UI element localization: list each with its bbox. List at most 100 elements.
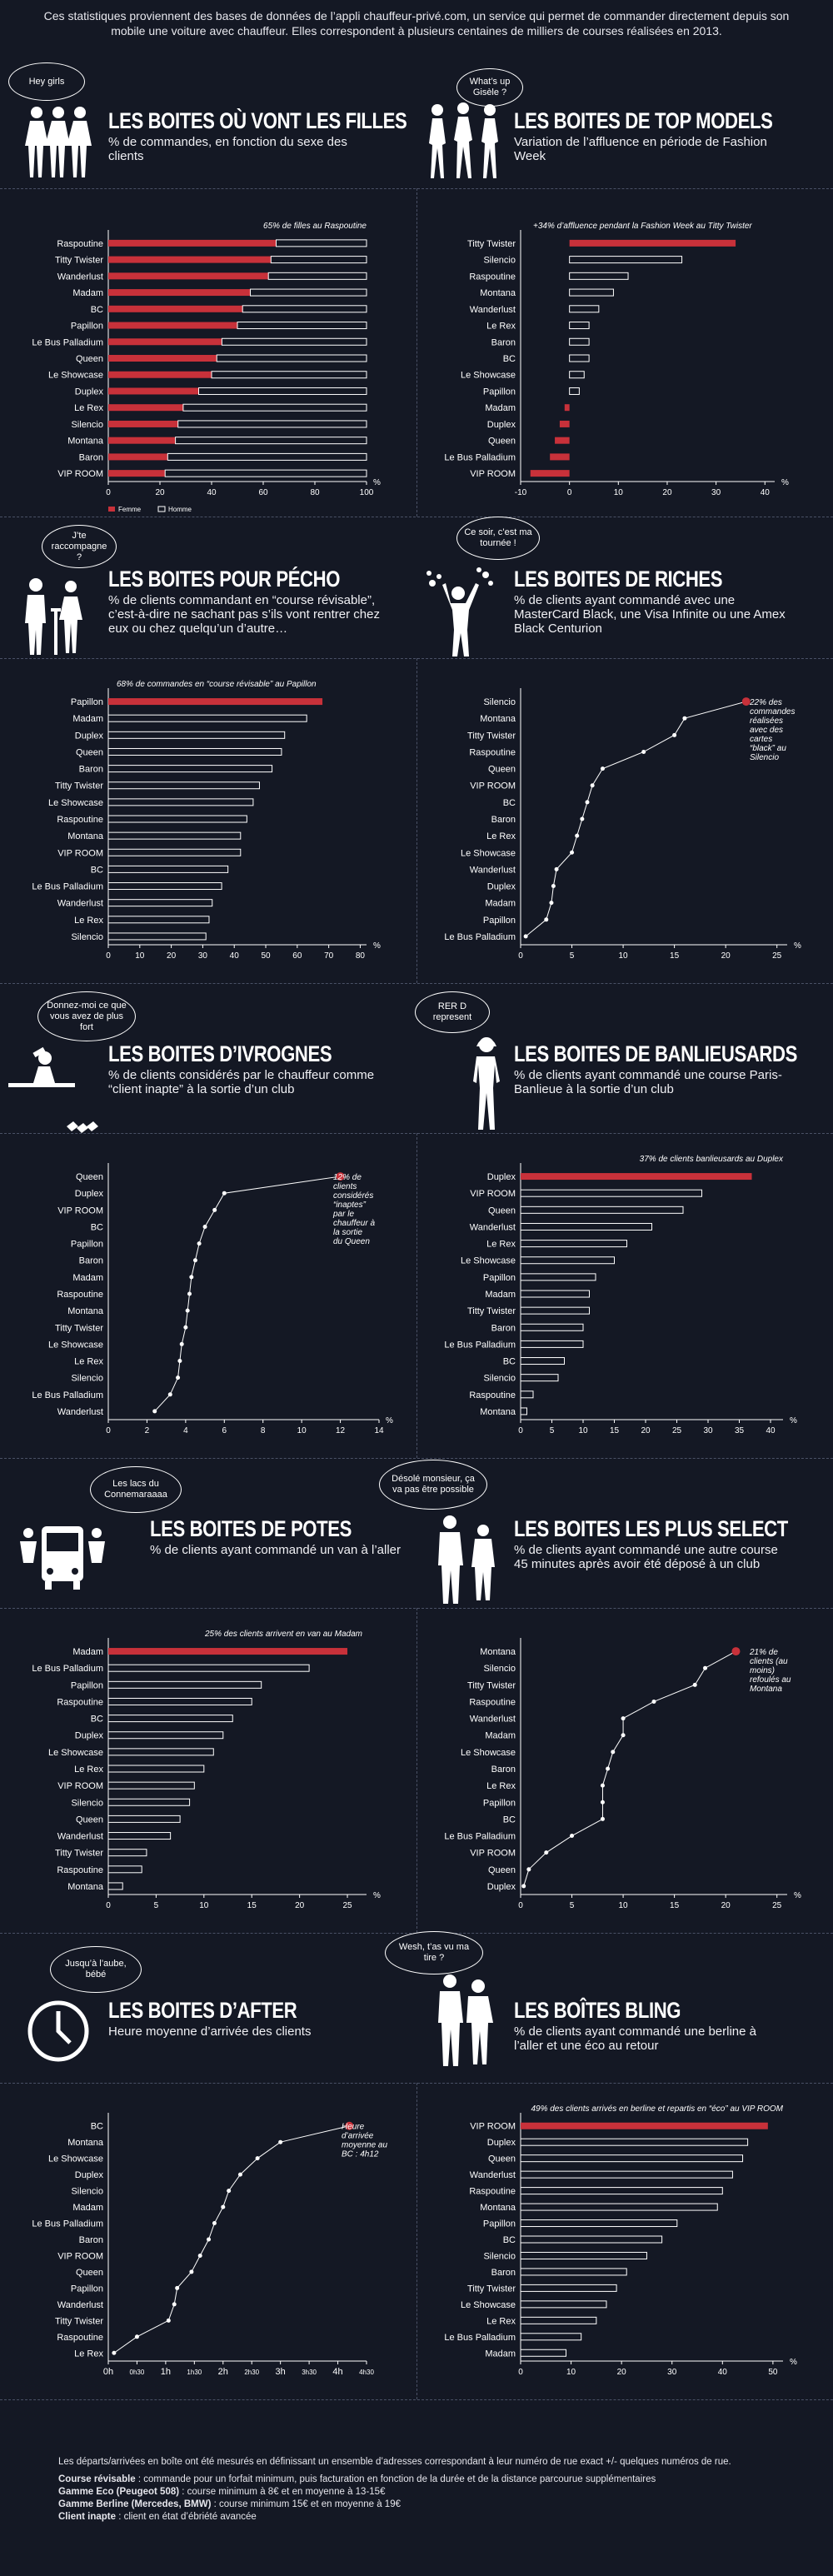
- bar-homme: [221, 337, 367, 346]
- category-label: Madam: [72, 714, 103, 724]
- bar: [520, 1222, 652, 1231]
- bar: [520, 2138, 749, 2146]
- category-label: Le Rex: [486, 831, 516, 841]
- bar-homme: [270, 256, 367, 264]
- category-label: Montana: [480, 1407, 516, 1417]
- chart-banlieusards: 0 5 10 15 20 25 30 35 40% Duplex VIP ROOM Queen Wand…: [444, 1155, 797, 1435]
- legend-label-femme: Femme: [118, 506, 142, 513]
- bar: [520, 2251, 647, 2259]
- bar: [108, 698, 323, 706]
- category-label: Queen: [488, 437, 516, 447]
- chart-riches: 0 5 10 15 20 25% Silencio Montana Titty Twister R…: [444, 688, 801, 961]
- chart-potes: 0 5 10 15 20 25% Madam Le Bus Palladium Papillon…: [32, 1630, 381, 1910]
- legend-label-homme: Homme: [168, 506, 192, 513]
- bar: [107, 1798, 191, 1806]
- category-label: Le Bus Palladium: [444, 452, 516, 462]
- x-tick-label: 5: [570, 1901, 575, 1910]
- x-tick-label: 10: [619, 951, 629, 961]
- x-tick-label: 12: [336, 1426, 346, 1435]
- category-label: Raspoutine: [469, 747, 516, 757]
- x-tick-label: 50: [261, 951, 271, 961]
- bar: [520, 2170, 733, 2179]
- bar: [520, 1407, 527, 1415]
- category-label: Montana: [67, 2138, 104, 2148]
- category-label: Le Bus Palladium: [32, 2219, 103, 2229]
- speech-bubble: Donnez-moi ce que vous avez de plus fort: [37, 991, 136, 1041]
- bar: [520, 1290, 590, 1298]
- category-label: Duplex: [75, 2170, 104, 2180]
- category-label: Raspoutine: [469, 2187, 516, 2197]
- data-point: [692, 1682, 697, 1687]
- category-label: Papillon: [71, 1240, 103, 1250]
- bar: [520, 2219, 678, 2228]
- category-label: Queen: [488, 1206, 516, 1216]
- x-tick-label: 5: [570, 951, 575, 961]
- category-label: Le Bus Palladium: [444, 932, 516, 942]
- section-title: LES BOITES POUR PÉCHO: [108, 567, 341, 592]
- section-subtitle: % de commandes, en fonction du sexe des …: [108, 135, 347, 163]
- category-label: Duplex: [75, 731, 104, 741]
- bar-homme: [237, 322, 367, 330]
- category-label: Baron: [491, 1765, 516, 1775]
- category-label: Le Bus Palladium: [32, 882, 103, 892]
- bar-homme: [198, 387, 367, 395]
- bar: [520, 1323, 584, 1331]
- x-tick-label: 2h30: [244, 2369, 259, 2376]
- data-point: [600, 1783, 605, 1788]
- category-label: VIP ROOM: [470, 1849, 516, 1859]
- category-label: Le Showcase: [48, 2154, 103, 2164]
- bar: [107, 1748, 214, 1756]
- bar-femme: [108, 420, 178, 427]
- bar: [107, 1865, 142, 1874]
- section-subtitle: Heure moyenne d’arrivée des clients: [108, 2024, 312, 2039]
- bar: [520, 2203, 718, 2211]
- category-label: Titty Twister: [55, 1323, 103, 1333]
- category-label: BC: [503, 1815, 516, 1825]
- bar-homme: [177, 420, 367, 428]
- x-tick-label: 70: [324, 951, 334, 961]
- data-point: [590, 783, 595, 788]
- category-label: Madam: [485, 899, 516, 909]
- bar: [520, 1206, 684, 1214]
- category-label: Montana: [67, 1306, 104, 1316]
- speech-bubble: Ce soir, c’est ma tournée !: [456, 517, 540, 560]
- x-tick-label: 5: [154, 1901, 159, 1910]
- category-label: Le Bus Palladium: [444, 2333, 516, 2343]
- annotation: la sortie: [333, 1228, 362, 1237]
- data-point: [172, 2302, 177, 2307]
- annotation: “black” au: [750, 744, 786, 753]
- data-point: [221, 2204, 226, 2209]
- category-label: Wanderlust: [57, 1407, 103, 1417]
- bar: [107, 815, 247, 823]
- speech-bubble: J’te raccompagne ?: [42, 525, 117, 568]
- category-label: Queen: [76, 1172, 103, 1182]
- x-tick-label: 0: [106, 1901, 111, 1910]
- data-point: [255, 2156, 260, 2161]
- data-point: [600, 1816, 605, 1821]
- highlight-point: [731, 1647, 741, 1656]
- category-label: Silencio: [71, 932, 103, 942]
- girls-icon: [25, 107, 92, 177]
- bar-femme: [108, 355, 217, 362]
- data-point: [600, 1800, 605, 1805]
- data-point: [703, 1665, 708, 1670]
- data-point: [177, 1359, 182, 1364]
- chart-bling: 0 10 20 30 40 50% VIP ROOM Duplex Queen Wanderlus…: [444, 2104, 797, 2377]
- bar-femme: [108, 338, 222, 346]
- category-label: Le Rex: [74, 1765, 103, 1775]
- category-label: Le Rex: [486, 322, 516, 332]
- category-label: Le Showcase: [48, 371, 103, 381]
- annotation: moins): [750, 1666, 775, 1675]
- category-label: Le Bus Palladium: [32, 1390, 103, 1400]
- bar: [107, 1832, 172, 1840]
- section-subtitle: % de clients considérés par le chauffeur…: [108, 1068, 375, 1096]
- category-label: Titty Twister: [55, 1849, 103, 1859]
- unit-label: %: [373, 941, 381, 951]
- bar: [569, 272, 629, 280]
- data-point: [521, 1884, 526, 1889]
- category-label: Silencio: [483, 1664, 516, 1674]
- category-label: Montana: [480, 2203, 516, 2213]
- x-tick-label: 10: [566, 2368, 576, 2377]
- x-tick-label: 30: [667, 2368, 677, 2377]
- category-label: Wanderlust: [470, 1715, 516, 1725]
